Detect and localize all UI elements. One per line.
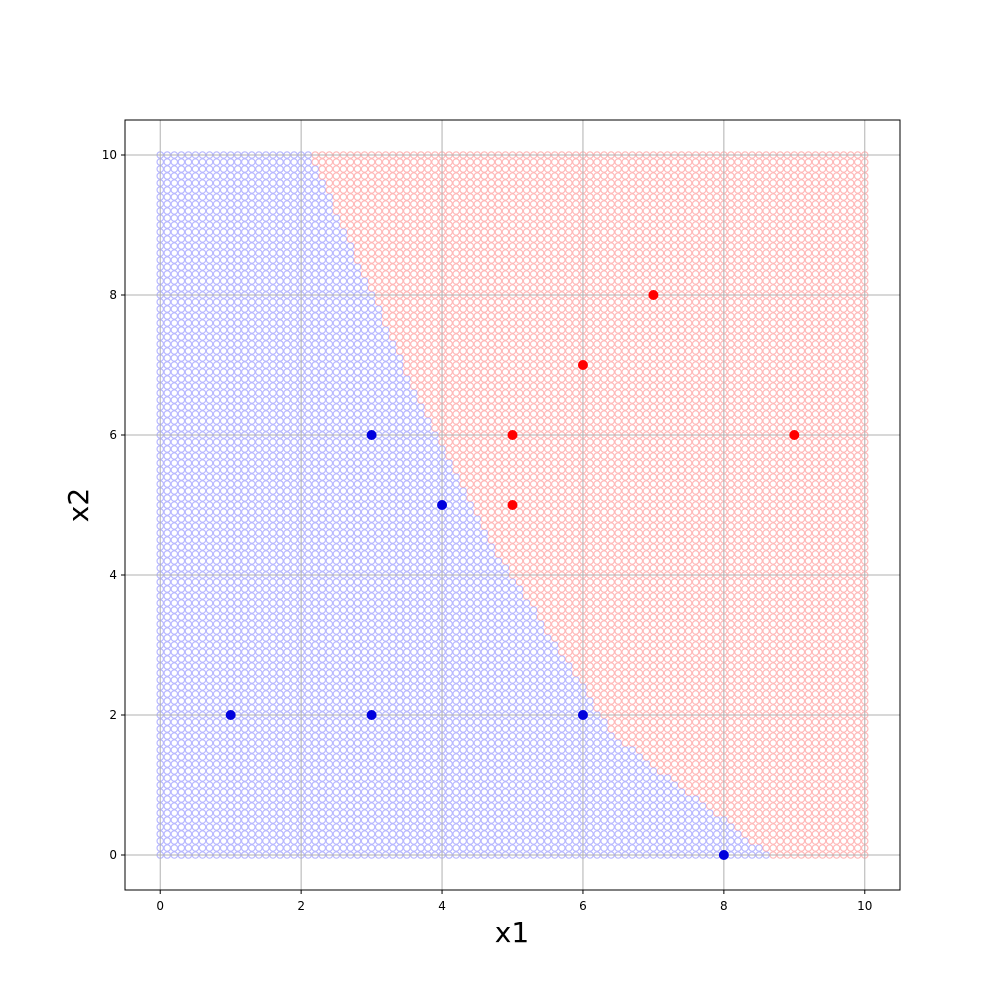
x-tick-label: 4 (438, 899, 446, 913)
y-tick-label: 0 (109, 848, 117, 862)
axis-ticks: 0 2 4 6 8 10 0 2 4 6 8 10 (102, 148, 873, 913)
data-point-series-0 (718, 850, 729, 860)
data-point-series-0 (577, 710, 588, 720)
data-point-series-0 (225, 710, 236, 720)
x-tick-label: 0 (156, 899, 164, 913)
y-tick-label: 10 (102, 148, 117, 162)
y-tick-label: 6 (109, 428, 117, 442)
x-tick-label: 10 (857, 899, 872, 913)
data-point-series-0 (366, 710, 377, 720)
x-axis-label: x1 (495, 916, 529, 949)
data-point-series-1 (507, 500, 518, 510)
x-tick-label: 6 (579, 899, 587, 913)
data-point-series-0 (437, 500, 448, 510)
x-tick-label: 8 (720, 899, 728, 913)
data-point-series-1 (789, 430, 800, 440)
grid (125, 120, 900, 890)
plot-frame (124, 119, 901, 891)
y-tick-label: 8 (109, 288, 117, 302)
data-points (225, 290, 800, 860)
y-tick-label: 4 (109, 568, 117, 582)
data-point-series-0 (366, 430, 377, 440)
y-axis-label: x2 (62, 488, 95, 522)
data-point-series-1 (507, 430, 518, 440)
y-tick-label: 2 (109, 708, 117, 722)
x-tick-label: 2 (297, 899, 305, 913)
data-point-series-1 (577, 360, 588, 370)
data-point-series-1 (648, 290, 659, 300)
